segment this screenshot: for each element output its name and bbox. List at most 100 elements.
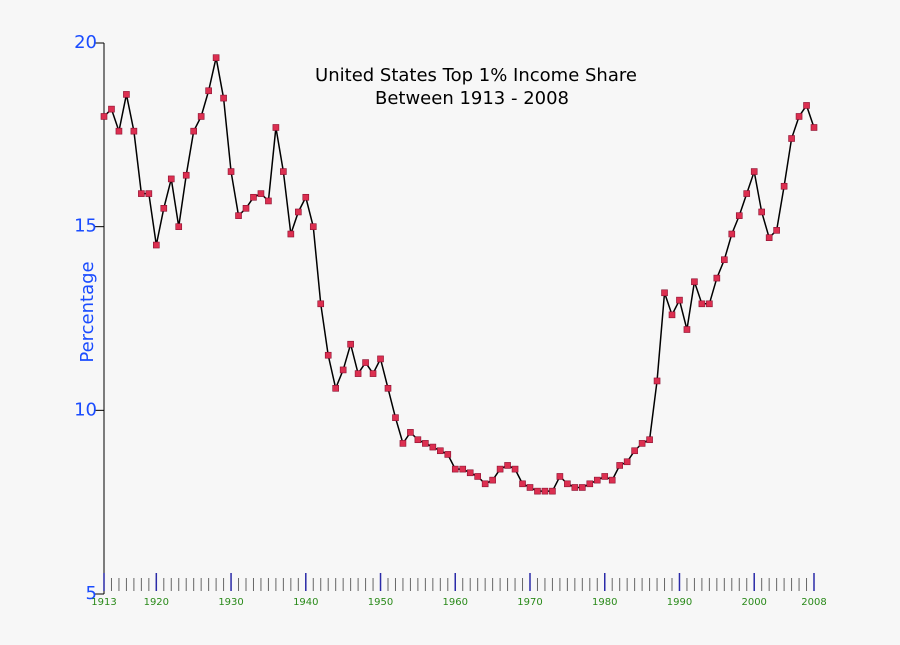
point xyxy=(197,113,205,120)
chart-title: Between 1913 - 2008 xyxy=(375,88,569,109)
line xyxy=(103,57,815,492)
point xyxy=(257,190,265,197)
point xyxy=(108,105,115,113)
point xyxy=(167,175,175,183)
point xyxy=(586,480,594,488)
point xyxy=(556,473,564,480)
point xyxy=(123,91,130,98)
y-tick-label: 15 xyxy=(74,216,97,237)
point xyxy=(160,205,168,212)
point xyxy=(713,274,721,282)
point xyxy=(481,480,489,488)
point xyxy=(227,168,235,175)
point xyxy=(153,241,160,249)
point xyxy=(721,256,728,264)
y-tick-label: 20 xyxy=(74,32,97,53)
point xyxy=(332,384,339,392)
point xyxy=(295,208,302,216)
point xyxy=(743,190,751,197)
point xyxy=(631,447,638,455)
point xyxy=(735,212,743,219)
point xyxy=(676,296,683,304)
x-tick-label: 2000 xyxy=(741,597,766,608)
point xyxy=(765,234,773,241)
point xyxy=(803,102,810,109)
point xyxy=(608,476,616,484)
point xyxy=(407,429,414,436)
point xyxy=(429,443,437,451)
point xyxy=(324,351,332,359)
point xyxy=(115,127,123,135)
point xyxy=(317,300,325,308)
point xyxy=(638,440,646,447)
point xyxy=(138,190,145,197)
point xyxy=(549,487,556,495)
point xyxy=(564,480,571,488)
point xyxy=(601,473,609,480)
point xyxy=(616,462,623,469)
x-tick-label: 1960 xyxy=(443,597,468,608)
point xyxy=(384,384,392,392)
point xyxy=(683,326,691,333)
point xyxy=(706,300,713,308)
point xyxy=(810,124,818,131)
point xyxy=(242,205,250,212)
point xyxy=(758,208,765,216)
point xyxy=(466,469,474,477)
point xyxy=(698,300,706,308)
point xyxy=(534,487,541,495)
point xyxy=(579,484,586,491)
point xyxy=(459,465,467,473)
point xyxy=(593,476,601,484)
point xyxy=(212,54,220,61)
point xyxy=(780,182,788,190)
point xyxy=(526,484,534,491)
point xyxy=(339,366,347,374)
point xyxy=(392,414,399,421)
point xyxy=(541,487,549,495)
x-tick-label: 1913 xyxy=(91,597,116,608)
point xyxy=(130,127,138,135)
point xyxy=(205,87,212,95)
point xyxy=(511,465,519,473)
y-tick-label: 5 xyxy=(86,583,97,604)
point xyxy=(287,230,295,238)
point xyxy=(377,355,384,363)
point xyxy=(399,440,407,447)
x-tick-label: 1940 xyxy=(293,597,318,608)
point xyxy=(280,168,287,175)
point xyxy=(354,370,362,377)
point xyxy=(414,436,422,444)
point xyxy=(623,458,631,466)
point xyxy=(175,223,183,230)
point xyxy=(265,197,272,205)
point xyxy=(653,377,661,385)
point xyxy=(362,359,369,366)
chart-title: United States Top 1% Income Share xyxy=(315,65,637,86)
point xyxy=(571,484,579,491)
point xyxy=(728,230,736,238)
point xyxy=(190,127,197,135)
point xyxy=(773,227,780,234)
point xyxy=(302,193,310,201)
x-tick-label: 1970 xyxy=(517,597,542,608)
point xyxy=(100,113,108,120)
point xyxy=(444,451,452,458)
point xyxy=(788,135,795,142)
point xyxy=(182,171,190,179)
point xyxy=(668,311,676,319)
point xyxy=(519,480,526,488)
y-tick-label: 10 xyxy=(74,399,97,420)
point xyxy=(661,289,668,297)
x-tick-label: 1930 xyxy=(218,597,243,608)
point xyxy=(504,462,511,469)
point xyxy=(309,223,317,230)
point xyxy=(272,124,280,131)
point xyxy=(437,447,444,455)
point xyxy=(451,465,459,473)
x-tick-label: 1950 xyxy=(368,597,393,608)
point xyxy=(422,440,429,447)
point xyxy=(489,476,496,484)
